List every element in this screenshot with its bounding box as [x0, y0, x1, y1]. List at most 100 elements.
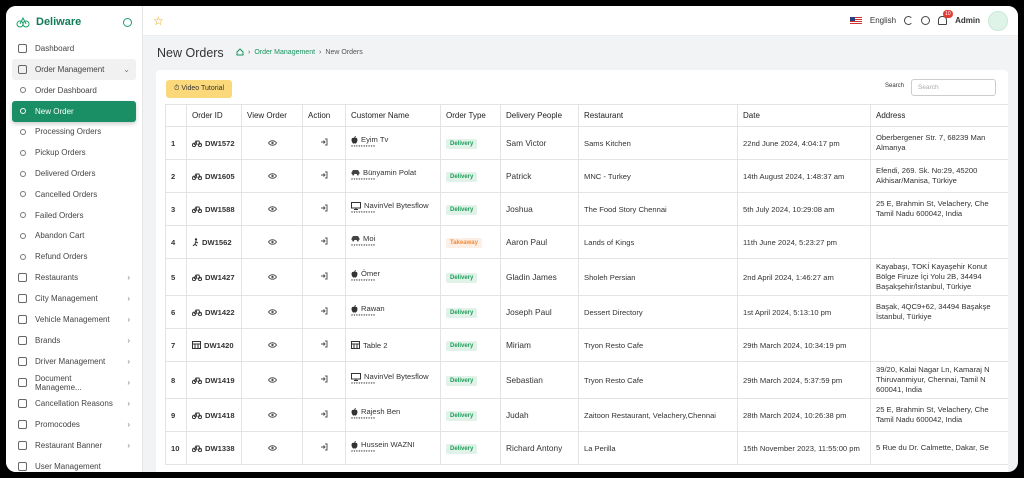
submenu-item[interactable]: Pickup Orders: [6, 142, 142, 163]
video-tutorial-button[interactable]: ⏱ Video Tutorial: [166, 80, 233, 98]
menu-item[interactable]: City Management ›: [6, 288, 142, 309]
action-button[interactable]: [308, 410, 340, 420]
view-order-cell: [241, 258, 303, 296]
view-button[interactable]: [247, 377, 297, 383]
action-cell: [302, 295, 346, 329]
action-button[interactable]: [308, 272, 340, 282]
search-input[interactable]: Search: [911, 79, 996, 96]
order-id-text[interactable]: DW1338: [205, 443, 235, 453]
submenu-item[interactable]: Order Dashboard: [6, 80, 142, 101]
action-button[interactable]: [308, 307, 340, 317]
language[interactable]: English: [869, 16, 897, 25]
menu-item[interactable]: Promocodes ›: [6, 414, 142, 435]
menu-item[interactable]: Cancellation Reasons ›: [6, 393, 142, 414]
view-order-cell: [241, 225, 303, 259]
view-button[interactable]: [247, 445, 297, 451]
menu-item[interactable]: Dashboard: [6, 38, 142, 59]
flag-icon: [849, 16, 862, 25]
action-button[interactable]: [308, 443, 340, 453]
chevron: ⌄: [123, 65, 130, 74]
favorite-icon[interactable]: ☆: [153, 13, 164, 28]
order-id-cell: DW1422: [186, 295, 242, 329]
order-id: DW1338: [192, 444, 236, 453]
order-type: Takeaway: [446, 237, 482, 248]
menu-icon: [18, 65, 27, 74]
action-button[interactable]: [308, 204, 340, 214]
menu-item[interactable]: Brands ›: [6, 330, 142, 351]
order-id-text[interactable]: DW1422: [205, 307, 235, 317]
customer: Bünyamin Polat: [351, 168, 435, 177]
menu-item[interactable]: Restaurant Banner ›: [6, 435, 142, 456]
view-button[interactable]: [247, 412, 297, 418]
action-cell: [302, 328, 346, 362]
theme-icon[interactable]: [904, 16, 914, 25]
action-cell: [302, 398, 346, 432]
user-name[interactable]: Admin: [955, 16, 980, 25]
date: 28th March 2024, 10:26:38 pm: [737, 398, 871, 432]
notification-icon[interactable]: 10: [938, 10, 953, 25]
menu-item[interactable]: Order Management ⌄: [12, 59, 136, 80]
action-button[interactable]: [308, 375, 340, 385]
order-id-text[interactable]: DW1427: [205, 272, 235, 282]
icon: [351, 135, 358, 144]
submenu-item[interactable]: Failed Orders: [6, 205, 142, 226]
view-button[interactable]: [247, 206, 297, 212]
submenu-item[interactable]: Refund Orders: [6, 246, 142, 267]
restaurant: Sams Kitchen: [578, 126, 738, 160]
restaurant: La Perilla: [578, 431, 738, 465]
menu-item[interactable]: Document Manageme... ›: [6, 372, 142, 393]
bullet: [20, 253, 26, 260]
order-id-cell: DW1588: [186, 192, 242, 226]
address-line: 39/20, Kalai Nagar Ln, Kamaraj N: [876, 365, 990, 374]
menu-item[interactable]: Vehicle Management ›: [6, 309, 142, 330]
order-id-text[interactable]: DW1420: [204, 340, 234, 350]
address-cell: [870, 328, 1008, 362]
search-icon[interactable]: [921, 16, 931, 25]
order-id-text[interactable]: DW1605: [205, 171, 235, 181]
submenu-item[interactable]: Cancelled Orders: [6, 184, 142, 205]
view-button[interactable]: [247, 239, 297, 245]
menu-item[interactable]: Restaurants ›: [6, 267, 142, 288]
order-id-cell: DW1420: [186, 328, 242, 362]
breadcrumb-link[interactable]: Order Management: [254, 48, 316, 56]
chevron: ›: [127, 378, 130, 388]
sidebar-toggle[interactable]: [123, 17, 132, 27]
customer: Rajesh Ben: [351, 407, 435, 416]
avatar[interactable]: [988, 10, 1008, 31]
menu-label: Restaurants: [35, 273, 79, 283]
submenu-item[interactable]: Delivered Orders: [6, 163, 142, 184]
order-id-text[interactable]: DW1419: [205, 375, 235, 385]
home-icon[interactable]: [236, 48, 244, 56]
address-line: Akhisar/Manisa, Türkiye: [876, 176, 957, 185]
view-button[interactable]: [247, 140, 297, 146]
action-button[interactable]: [308, 171, 340, 181]
address-line: 25 E, Brahmin St, Velachery, Che: [876, 199, 989, 208]
menu-item[interactable]: User Management: [6, 456, 142, 472]
action-button[interactable]: [308, 237, 340, 247]
order-id-text[interactable]: DW1588: [205, 204, 235, 214]
action-button[interactable]: [308, 138, 340, 148]
delivery-person: Joseph Paul: [500, 295, 579, 329]
order-id-text[interactable]: DW1418: [205, 410, 235, 420]
action-button[interactable]: [308, 340, 340, 350]
view-button[interactable]: [247, 342, 297, 348]
submenu-item[interactable]: Abandon Cart: [6, 226, 142, 247]
header-cell: Delivery People: [500, 104, 579, 127]
order-id-text[interactable]: DW1572: [205, 138, 235, 148]
menu-item[interactable]: Driver Management ›: [6, 351, 142, 372]
view-button[interactable]: [247, 309, 297, 315]
view-button[interactable]: [247, 173, 297, 179]
header-cell: [165, 104, 187, 127]
submenu-item[interactable]: Processing Orders: [6, 122, 142, 143]
menu-label: Dashboard: [35, 44, 75, 53]
icon: [192, 376, 202, 384]
order-id: DW1427: [192, 273, 236, 282]
order-type: Delivery: [446, 410, 478, 421]
order-id-text[interactable]: DW1562: [202, 237, 232, 247]
header-cell: Order Type: [440, 104, 501, 127]
action-cell: [302, 192, 346, 226]
menu-label: Promocodes: [35, 420, 80, 430]
submenu-item[interactable]: New Order: [12, 100, 136, 122]
row-number: 6: [165, 295, 187, 329]
view-button[interactable]: [247, 274, 297, 280]
